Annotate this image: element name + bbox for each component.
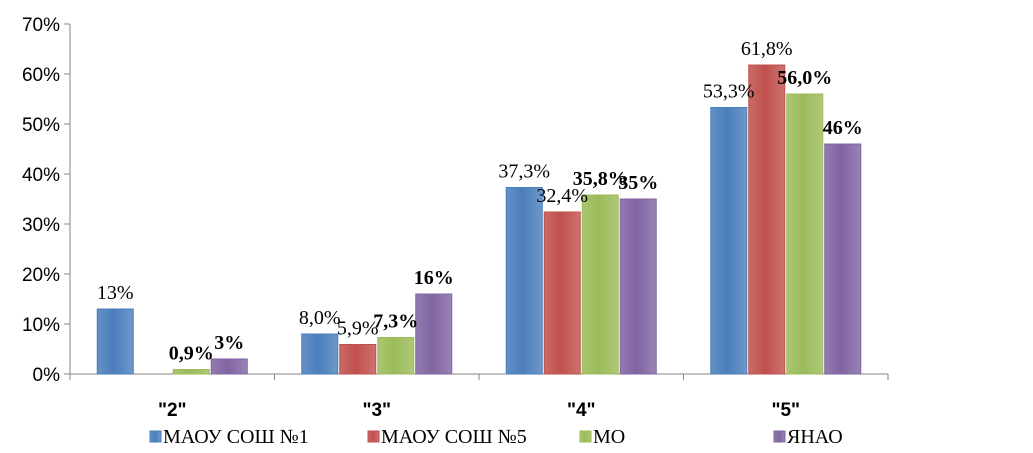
- x-category-label: "3": [362, 400, 391, 421]
- data-label: 0,9%: [169, 343, 214, 365]
- data-label: 32,4%: [536, 185, 588, 207]
- data-label: 37,3%: [498, 161, 550, 183]
- data-label: 35,8%: [573, 168, 628, 190]
- bar: [339, 344, 377, 375]
- bar: [824, 143, 862, 375]
- legend-swatch: [773, 430, 786, 443]
- data-label: 7,3%: [373, 311, 418, 333]
- bar: [619, 198, 657, 375]
- bars: [96, 64, 862, 375]
- data-label: 5,9%: [337, 318, 379, 340]
- x-category-label: "2": [158, 400, 187, 421]
- y-tick-label: 30%: [22, 215, 60, 236]
- y-tick-label: 10%: [22, 315, 60, 336]
- bar: [581, 194, 619, 375]
- bar: [301, 333, 339, 375]
- data-label: 8,0%: [299, 307, 341, 329]
- legend-label: ЯНАО: [787, 426, 843, 448]
- legend-swatch: [149, 430, 162, 443]
- legend-swatch: [579, 430, 592, 443]
- y-tick-label: 70%: [22, 15, 60, 36]
- bar: [710, 107, 748, 375]
- data-label: 53,3%: [703, 81, 755, 103]
- bar: [748, 64, 786, 375]
- data-label: 16%: [414, 267, 454, 289]
- y-tick-label: 0%: [33, 365, 61, 386]
- y-tick-label: 20%: [22, 265, 60, 286]
- bar: [505, 187, 543, 375]
- data-label: 35%: [618, 172, 658, 194]
- data-label: 61,8%: [741, 38, 793, 60]
- data-label: 56,0%: [777, 67, 832, 89]
- bar: [377, 337, 415, 375]
- x-category-label: "4": [567, 400, 596, 421]
- bar: [786, 93, 824, 375]
- data-labels: 13% 0,9% 3% 8,0%5,9%7,3% 16% 37,3%32,4%35,8%3…: [97, 38, 863, 365]
- bar: [96, 308, 134, 375]
- y-tick-label: 40%: [22, 165, 60, 186]
- bar: [415, 293, 453, 375]
- y-tick-label: 60%: [22, 65, 60, 86]
- legend-label: МАОУ СОШ №5: [381, 426, 527, 448]
- data-label: 13%: [97, 282, 134, 304]
- bar: [210, 358, 248, 375]
- axes: 0% 10% 20% 30% 40% 50% 60% 70% "2" "3" "4" "5": [22, 15, 889, 421]
- bar: [543, 211, 581, 375]
- legend: МАОУ СОШ №1 МАОУ СОШ №5 МО ЯНАО: [149, 426, 843, 448]
- y-tick-label: 50%: [22, 115, 60, 136]
- x-category-label: "5": [771, 400, 800, 421]
- legend-swatch: [367, 430, 380, 443]
- bar: [172, 369, 210, 375]
- legend-label: МАОУ СОШ №1: [163, 426, 309, 448]
- data-label: 46%: [823, 117, 863, 139]
- legend-label: МО: [593, 426, 625, 448]
- data-label: 3%: [214, 332, 244, 354]
